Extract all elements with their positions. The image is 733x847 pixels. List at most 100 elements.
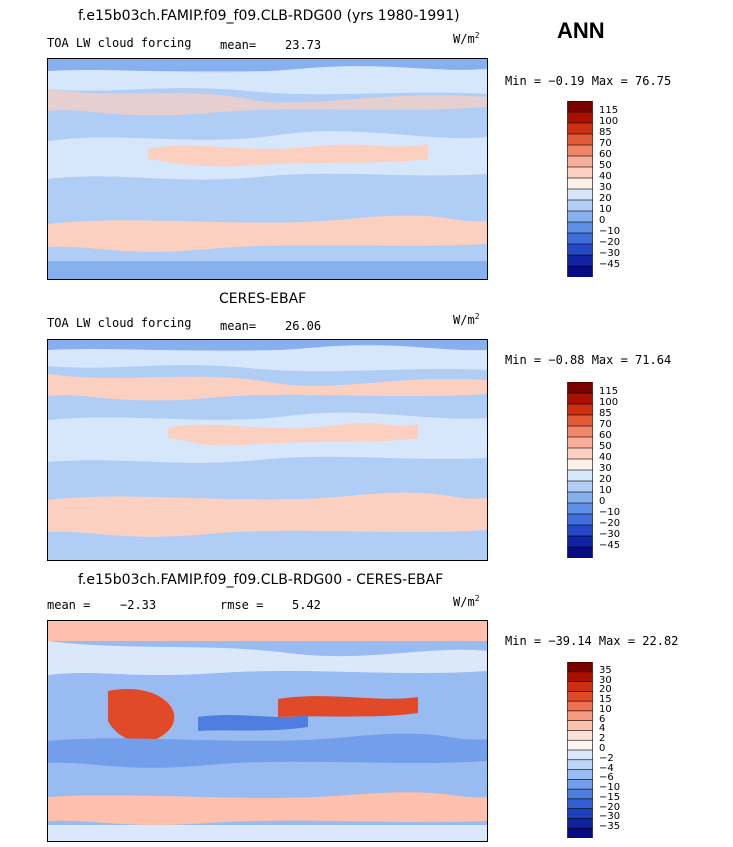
colorbar-tick-label: 50	[599, 160, 612, 171]
colorbar-tick-label: 30	[599, 674, 612, 686]
panel3-map	[47, 620, 488, 842]
panel1-mean-label: mean=	[220, 38, 257, 52]
colorbar-tick-label: −30	[599, 529, 621, 540]
colorbar-tick-label: −45	[599, 259, 621, 270]
colorbar-swatch	[567, 739, 593, 751]
panel1-units: W/m2	[453, 31, 480, 46]
colorbar-tick-label: 70	[599, 138, 612, 149]
panel3-minmax: Min = −39.14 Max = 22.82	[505, 634, 679, 648]
colorbar-swatch	[567, 480, 593, 493]
panel2-minmax: Min = −0.88 Max = 71.64	[505, 353, 672, 367]
colorbar-swatch	[567, 414, 593, 427]
colorbar-tick-label: −4	[599, 762, 614, 774]
colorbar-swatch	[567, 447, 593, 460]
colorbar-swatch	[567, 199, 593, 212]
panel1-field-label: TOA LW cloud forcing	[47, 36, 192, 50]
colorbar-tick-label: 50	[599, 441, 612, 452]
colorbar-swatch	[567, 730, 593, 741]
colorbar-swatch	[567, 155, 593, 168]
colorbar-swatch	[567, 759, 593, 771]
colorbar-tick-label: 0	[599, 743, 606, 754]
colorbar-swatch	[567, 392, 593, 405]
colorbar-swatch	[567, 788, 593, 800]
panel2-units: W/m2	[453, 312, 480, 327]
colorbar-swatch	[567, 144, 593, 157]
colorbar-tick-label: 6	[599, 713, 606, 725]
colorbar-tick-label: 20	[599, 684, 612, 696]
colorbar-swatch	[567, 749, 593, 761]
colorbar-swatch	[567, 101, 593, 113]
colorbar-swatch	[567, 111, 593, 124]
colorbar-tick-label: 20	[599, 474, 612, 485]
panel2-mean-label: mean=	[220, 319, 257, 333]
colorbar-swatch	[567, 779, 593, 790]
colorbar-swatch	[567, 720, 593, 732]
colorbar-swatch	[567, 210, 593, 223]
panel3-units: W/m2	[453, 594, 480, 609]
colorbar-swatch	[567, 671, 593, 683]
colorbar-swatch	[567, 221, 593, 234]
colorbar-tick-label: −20	[599, 518, 621, 529]
colorbar-tick-label: −10	[599, 507, 621, 518]
colorbar-tick-label: 70	[599, 419, 612, 430]
colorbar-tick-label: −30	[599, 811, 621, 823]
season-label: ANN	[557, 18, 605, 43]
panel2-field-label: TOA LW cloud forcing	[47, 316, 192, 330]
panel2-title: CERES-EBAF	[219, 291, 307, 307]
panel1-map-field	[48, 59, 487, 279]
colorbar-tick-label: −2	[599, 752, 614, 764]
colorbar-swatch	[567, 662, 593, 673]
colorbar-swatch	[567, 166, 593, 179]
colorbar-tick-label: 0	[599, 215, 606, 226]
colorbar-swatch	[567, 808, 593, 820]
colorbar-swatch	[567, 425, 593, 438]
colorbar-tick-label: 10	[599, 703, 612, 715]
colorbar-tick-label: 30	[599, 182, 612, 193]
colorbar-tick-label: 85	[599, 408, 612, 419]
colorbar-swatch	[567, 382, 593, 394]
colorbar-swatch	[567, 122, 593, 135]
panel3-rmse-value: 5.42	[292, 598, 321, 612]
colorbar-tick-label: 10	[599, 204, 612, 215]
panel3-colorbar-swatches	[567, 662, 593, 838]
colorbar-tick-label: 115	[599, 105, 619, 116]
panel2-map	[47, 339, 488, 561]
colorbar-swatch	[567, 177, 593, 190]
colorbar-tick-label: −15	[599, 791, 621, 803]
colorbar-tick-label: 60	[599, 149, 612, 160]
panel3-colorbar	[567, 662, 593, 838]
panel2-colorbar	[567, 382, 593, 558]
colorbar-swatch	[567, 254, 593, 267]
colorbar-swatch	[567, 546, 593, 558]
colorbar-tick-label: −10	[599, 226, 621, 237]
panel1-mean-value: 23.73	[285, 38, 322, 52]
panel3-rmse-label: rmse =	[220, 598, 264, 612]
panel1-colorbar	[567, 101, 593, 277]
panel1-title: f.e15b03ch.FAMIP.f09_f09.CLB-RDG00 (yrs …	[78, 8, 460, 24]
panel2-mean-value: 26.06	[285, 319, 322, 333]
colorbar-swatch	[567, 458, 593, 471]
panel3-map-field	[48, 621, 487, 841]
colorbar-tick-label: 100	[599, 397, 619, 408]
panel1-colorbar-swatches	[567, 101, 593, 277]
colorbar-tick-label: 35	[599, 664, 612, 676]
colorbar-tick-label: −35	[599, 821, 621, 833]
panel3-title: f.e15b03ch.FAMIP.f09_f09.CLB-RDG00 - CER…	[78, 572, 444, 588]
panel1-map	[47, 58, 488, 280]
colorbar-tick-label: −20	[599, 237, 621, 248]
colorbar-tick-label: 0	[599, 496, 606, 507]
colorbar-tick-label: −30	[599, 248, 621, 259]
colorbar-swatch	[567, 469, 593, 482]
colorbar-swatch	[567, 535, 593, 548]
colorbar-tick-label: 40	[599, 452, 612, 463]
colorbar-swatch	[567, 827, 593, 838]
colorbar-swatch	[567, 491, 593, 504]
colorbar-swatch	[567, 403, 593, 416]
colorbar-swatch	[567, 232, 593, 245]
colorbar-swatch	[567, 188, 593, 201]
colorbar-swatch	[567, 700, 593, 712]
colorbar-swatch	[567, 436, 593, 449]
colorbar-tick-label: 10	[599, 485, 612, 496]
colorbar-swatch	[567, 133, 593, 146]
colorbar-swatch	[567, 691, 593, 702]
